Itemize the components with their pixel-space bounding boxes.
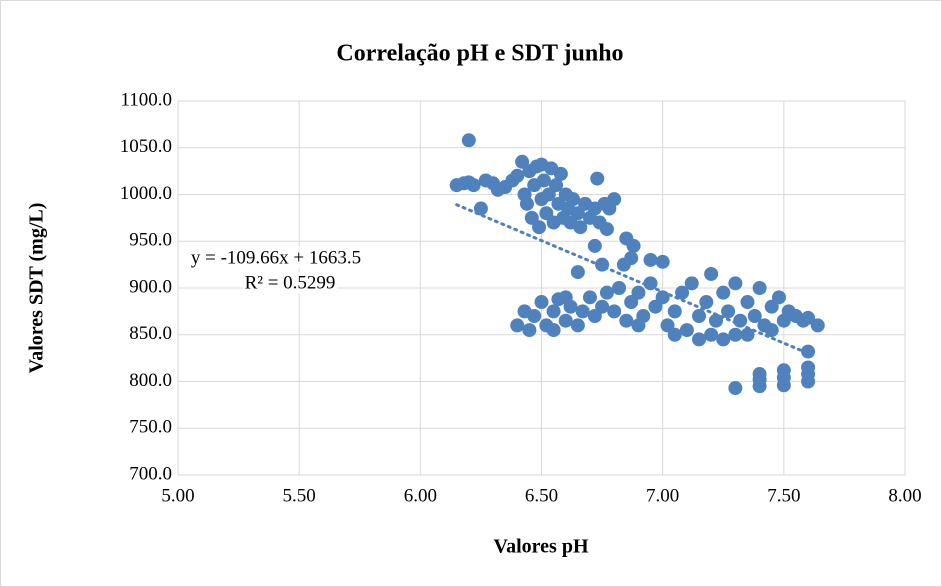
point: [546, 304, 561, 319]
point: [558, 313, 573, 328]
point: [675, 285, 690, 300]
point: [587, 238, 602, 253]
point: [752, 367, 767, 382]
x-tick-label: 6.00: [404, 485, 437, 506]
point: [801, 310, 816, 325]
point: [740, 295, 755, 310]
point: [546, 323, 561, 338]
point: [631, 318, 646, 333]
point: [747, 309, 762, 324]
point: [810, 318, 825, 333]
point: [631, 285, 646, 300]
point: [728, 276, 743, 291]
point: [570, 318, 585, 333]
chart-title: Correlação pH e SDT junho: [336, 41, 623, 67]
point: [607, 192, 622, 207]
y-tick-label: 800.0: [129, 370, 172, 391]
x-tick-label: 6.50: [525, 485, 558, 506]
point: [527, 309, 542, 324]
point: [590, 171, 605, 186]
point: [699, 295, 714, 310]
point: [619, 313, 634, 328]
y-tick-label: 1000.0: [120, 183, 172, 204]
point: [575, 304, 590, 319]
trendline-r2: R² = 0.5299: [245, 272, 336, 293]
point: [566, 192, 581, 207]
point: [599, 285, 614, 300]
point: [704, 327, 719, 342]
y-tick-label: 950.0: [129, 230, 172, 251]
point: [643, 252, 658, 267]
point: [599, 222, 614, 237]
point: [752, 281, 767, 295]
point: [740, 327, 755, 342]
point: [801, 360, 816, 375]
x-tick-label: 5.50: [283, 485, 316, 506]
point: [510, 318, 525, 333]
point: [461, 133, 476, 148]
x-tick-label: 5.00: [161, 485, 194, 506]
point: [728, 327, 743, 342]
x-axis-label: Valores pH: [493, 536, 588, 558]
point: [692, 309, 707, 324]
point: [708, 313, 723, 328]
point: [573, 220, 588, 235]
point: [522, 323, 537, 338]
point: [558, 290, 573, 305]
point: [667, 304, 682, 319]
point: [612, 281, 627, 295]
point: [655, 254, 670, 269]
point: [466, 178, 481, 193]
point: [643, 276, 658, 291]
trendline: [455, 203, 810, 355]
point: [534, 295, 549, 310]
y-tick-label: 750.0: [129, 417, 172, 438]
point: [536, 173, 551, 188]
point: [595, 299, 610, 314]
y-axis-label: Valores SDT (mg/L): [26, 203, 48, 374]
point: [510, 168, 525, 183]
label-background: [188, 247, 364, 269]
y-tick-label: 1050.0: [120, 136, 172, 157]
label-background: [242, 272, 338, 294]
point: [553, 166, 568, 181]
point: [582, 290, 597, 305]
point: [532, 220, 547, 235]
point: [764, 323, 779, 338]
point: [570, 265, 585, 280]
y-tick-label: 1100.0: [120, 89, 172, 110]
point: [655, 290, 670, 305]
point: [519, 196, 534, 211]
point: [704, 266, 719, 281]
point: [733, 313, 748, 328]
point: [716, 332, 731, 347]
point: [616, 257, 631, 272]
point: [549, 178, 564, 193]
x-tick-label: 7.00: [646, 485, 679, 506]
point: [667, 327, 682, 342]
point: [728, 381, 743, 396]
x-tick-label: 7.50: [767, 485, 800, 506]
y-tick-label: 850.0: [129, 323, 172, 344]
point: [716, 285, 731, 300]
point: [692, 332, 707, 347]
point: [776, 363, 791, 378]
y-tick-label: 700.0: [129, 463, 172, 484]
point: [679, 323, 694, 338]
point: [801, 344, 816, 359]
y-tick-label: 900.0: [129, 276, 172, 297]
trendline-equation: y = -109.66x + 1663.5: [191, 247, 361, 268]
point: [771, 290, 786, 305]
point: [607, 304, 622, 319]
point: [684, 276, 699, 291]
point: [721, 304, 736, 319]
x-tick-label: 8.00: [888, 485, 921, 506]
point: [626, 238, 641, 253]
